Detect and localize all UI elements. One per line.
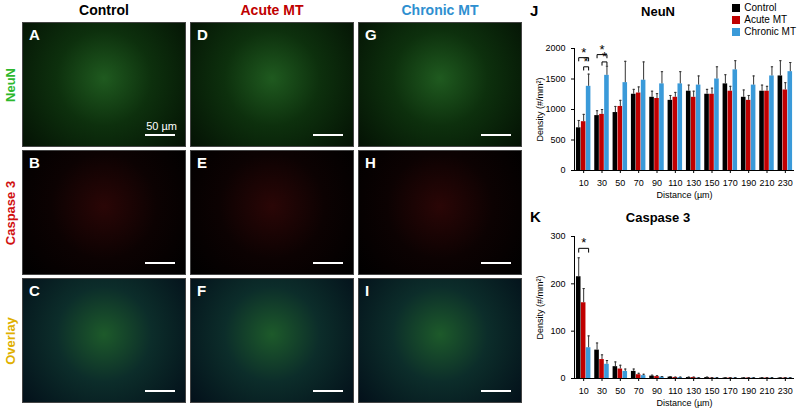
svg-text:Density (#/mm²): Density (#/mm²) [535,77,545,141]
html-text:Overlay: Overlay [2,316,18,365]
svg-text:230: 230 [778,386,793,396]
svg-text:70: 70 [634,178,644,188]
html-text:Control: Control [744,2,777,13]
html-text:H: H [365,154,376,171]
html-text:E: E [197,154,207,171]
svg-text:*: * [584,54,589,69]
html-text:J: J [530,2,539,19]
svg-text:210: 210 [759,386,774,396]
svg-text:150: 150 [704,178,719,188]
svg-text:10: 10 [579,386,589,396]
svg-text:70: 70 [634,386,644,396]
svg-text:90: 90 [652,178,662,188]
svg-text:100: 100 [550,326,565,336]
svg-text:90: 90 [652,386,662,396]
html-text:K: K [530,208,541,225]
svg-text:170: 170 [723,178,738,188]
svg-text:300: 300 [550,231,565,241]
html-text:Caspase 3: Caspase 3 [625,210,691,225]
html-text:Acute MT: Acute MT [240,2,304,18]
html-text:Caspase 3: Caspase 3 [2,180,18,245]
svg-text:Distance (µm): Distance (µm) [656,190,712,200]
svg-text:150: 150 [704,386,719,396]
svg-text:190: 190 [741,386,756,396]
svg-text:1000: 1000 [545,104,565,114]
svg-text:190: 190 [741,178,756,188]
html-text:B: B [29,154,40,171]
svg-text:110: 110 [668,386,682,396]
html-text:D: D [197,26,208,43]
svg-text:50: 50 [615,178,625,188]
svg-text:110: 110 [668,178,682,188]
svg-text:0: 0 [560,373,565,383]
html-text:Acute MT: Acute MT [744,14,788,25]
svg-text:*: * [602,49,607,64]
svg-text:130: 130 [686,178,701,188]
html-text:F: F [197,282,207,299]
html-text:G: G [365,26,377,43]
svg-text:210: 210 [759,178,774,188]
svg-text:1500: 1500 [545,74,565,84]
html-text:Chronic MT: Chronic MT [401,2,479,18]
svg-text:10: 10 [579,178,589,188]
svg-text:50: 50 [615,386,625,396]
svg-text:170: 170 [723,386,738,396]
html-text:A: A [29,26,40,43]
html-text:NeuN: NeuN [641,4,675,19]
html-text:50 µm: 50 µm [146,120,177,132]
svg-text:0: 0 [560,165,565,175]
svg-text:*: * [581,235,586,250]
svg-text:2000: 2000 [545,43,565,53]
svg-text:Distance (µm): Distance (µm) [656,398,712,408]
svg-text:Density (#/mm²): Density (#/mm²) [535,275,545,339]
svg-text:130: 130 [686,386,701,396]
html-text:I: I [365,282,370,299]
svg-text:500: 500 [550,135,565,145]
html-text:C: C [29,282,40,299]
html-text:NeuN: NeuN [2,67,18,102]
svg-text:200: 200 [550,279,565,289]
svg-text:30: 30 [597,178,607,188]
html-text:Control: Control [79,2,129,18]
svg-text:30: 30 [597,386,607,396]
html-text:Chronic MT: Chronic MT [744,26,796,37]
svg-text:230: 230 [778,178,793,188]
